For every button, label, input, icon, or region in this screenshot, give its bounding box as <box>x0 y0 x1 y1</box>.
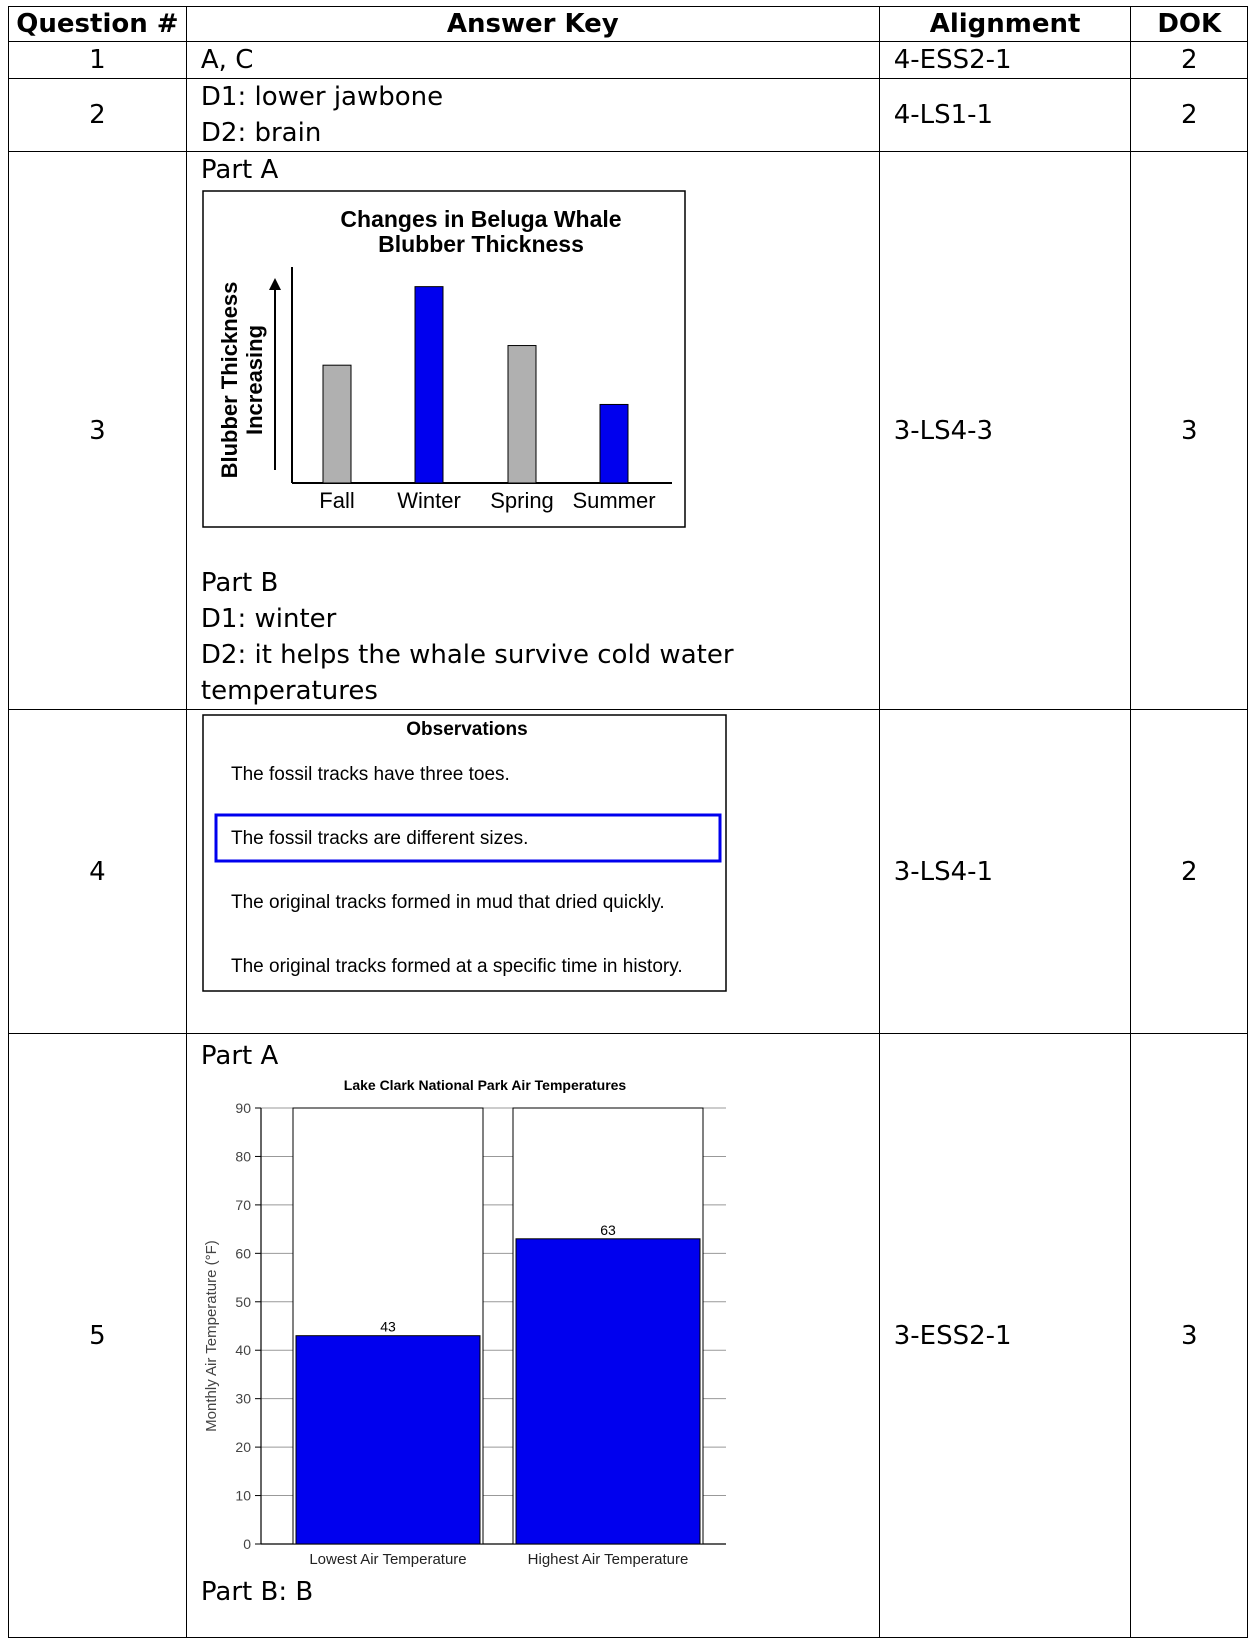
x-tick-label: Summer <box>572 488 655 513</box>
dok-level: 2 <box>1130 41 1248 79</box>
observation-item: The original tracks formed in mud that d… <box>231 892 665 913</box>
question-number: 3 <box>8 151 187 710</box>
alignment-code: 4-ESS2-1 <box>878 41 1132 79</box>
chart-bars: 43 Lowest Air Temperature 63 Highest Air Te… <box>295 1222 701 1568</box>
dok-level: 3 <box>1130 151 1248 710</box>
observations-frame <box>202 714 727 992</box>
x-tick-label: Spring <box>490 488 554 513</box>
y-axis-label: Increasing <box>242 325 267 435</box>
bar-fall <box>322 364 352 484</box>
question-header: Question # <box>8 6 187 42</box>
part-b-label: Part B: B <box>200 1577 314 1607</box>
alignment-header: Alignment <box>878 6 1132 42</box>
chart-title-line: Changes in Beluga Whale <box>340 206 621 232</box>
part-a-label: Part A <box>200 1041 279 1071</box>
bar-highest-temperature <box>515 1238 701 1545</box>
answer-cell: D1: lower jawbone D2: brain <box>185 78 880 152</box>
bar-lowest-temperature <box>295 1335 481 1545</box>
alignment-code: 3-ESS2-1 <box>878 1033 1132 1638</box>
answer-line: D2: it helps the whale survive cold wate… <box>200 640 734 706</box>
dok-level: 2 <box>1130 78 1248 152</box>
y-tick-label: 60 <box>235 1245 251 1261</box>
x-tick-label: Winter <box>397 488 461 513</box>
y-tick-label: 50 <box>235 1294 251 1310</box>
alignment-code: 4-LS1-1 <box>878 78 1132 152</box>
question-number: 2 <box>8 78 187 152</box>
answer-cell: Observations The fossil tracks have thre… <box>185 709 880 1034</box>
answer-key-table: Question # Answer Key Alignment DOK 1 A,… <box>8 6 1248 1638</box>
dok-level: 2 <box>1130 709 1248 1034</box>
header-row: Question # Answer Key Alignment DOK <box>8 6 1248 42</box>
data-label: 43 <box>380 1319 396 1335</box>
chart-title: Lake Clark National Park Air Temperature… <box>344 1077 627 1093</box>
selected-observation-highlight <box>214 813 722 863</box>
y-tick-label: 40 <box>235 1342 251 1358</box>
question-number: 4 <box>8 709 187 1034</box>
observation-item-selected: The fossil tracks are different sizes. <box>231 828 528 849</box>
dok-header: DOK <box>1130 6 1248 42</box>
bar-winter <box>414 286 444 484</box>
dok-level: 3 <box>1130 1033 1248 1638</box>
observation-item: The fossil tracks have three toes. <box>231 764 510 785</box>
y-tick-label: 10 <box>235 1488 251 1504</box>
alignment-code: 3-LS4-1 <box>878 709 1132 1034</box>
bar-summer <box>599 403 629 484</box>
table-row: 4 Observations The fossil tracks have th… <box>8 709 1248 1034</box>
table-row: 1 A, C 4-ESS2-1 2 <box>8 41 1248 79</box>
x-tick-label: Fall <box>319 488 354 513</box>
answer-cell: Part A Changes in Beluga Whale Blubber T… <box>185 151 880 710</box>
beluga-blubber-chart: Changes in Beluga Whale Blubber Thicknes… <box>202 190 686 528</box>
answer-text: A, C <box>185 41 880 79</box>
answer-header: Answer Key <box>185 6 880 42</box>
x-tick-label: Lowest Air Temperature <box>309 1551 466 1568</box>
y-tick-label: 20 <box>235 1439 251 1455</box>
increase-arrow-icon <box>268 278 281 290</box>
part-a-label: Part A <box>200 155 279 185</box>
y-axis-label: Monthly Air Temperature (°F) <box>203 1240 220 1432</box>
alignment-code: 3-LS4-3 <box>878 151 1132 710</box>
answer-cell: Part A Lake Clark National Park Air Temp… <box>185 1033 880 1638</box>
table-row: 5 Part A Lake Clark National Park Air Te… <box>8 1033 1248 1638</box>
answer-line: D1: winter <box>200 604 337 634</box>
table-row: 2 D1: lower jawbone D2: brain 4-LS1-1 2 <box>8 78 1248 152</box>
observation-item: The original tracks formed at a specific… <box>231 956 683 977</box>
observations-title: Observations <box>406 719 527 740</box>
question-number: 5 <box>8 1033 187 1638</box>
data-label: 63 <box>600 1222 616 1238</box>
answer-line: D2: brain <box>200 118 322 148</box>
y-tick-label: 80 <box>235 1148 251 1164</box>
answer-line: D1: lower jawbone <box>200 82 444 112</box>
y-tick-label: 0 <box>243 1536 251 1552</box>
y-axis-label: Blubber Thickness <box>217 282 242 479</box>
y-tick-label: 30 <box>235 1391 251 1407</box>
x-tick-label: Highest Air Temperature <box>528 1551 689 1568</box>
chart-title-line: Blubber Thickness <box>378 231 584 257</box>
part-b-label: Part B <box>200 568 279 598</box>
question-number: 1 <box>8 41 187 79</box>
y-tick-label: 90 <box>235 1100 251 1116</box>
y-tick-label: 70 <box>235 1197 251 1213</box>
air-temperature-chart: Lake Clark National Park Air Temperature… <box>203 1077 726 1568</box>
chart-bars: Fall Winter Spring Summer <box>319 286 655 513</box>
table-row: 3 Part A Changes in Beluga Whale Blubber… <box>8 151 1248 710</box>
bar-spring <box>507 345 537 484</box>
observations-box: Observations The fossil tracks have thre… <box>202 714 727 992</box>
